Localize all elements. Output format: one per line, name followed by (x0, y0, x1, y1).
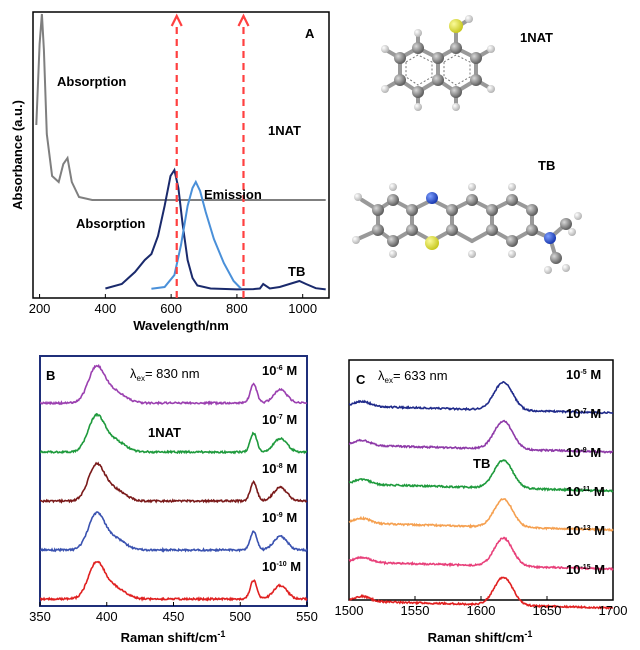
panel-c-series-3 (348, 459, 614, 493)
panel-c-excitation: λex= 633 nm (378, 368, 448, 385)
panel-c-series-2 (348, 419, 613, 455)
panel-b-series-5 (39, 560, 308, 602)
panel-a-0-tick-label: 200 (29, 301, 51, 316)
molecule-tb-label: TB (538, 158, 555, 173)
panel-b-analyte-label: 1NAT (148, 425, 181, 440)
panel-b-1-tick-label: 500 (229, 609, 251, 624)
panel-c-x-axis-label: Raman shift/cm-1 (428, 629, 533, 645)
panel-c-series-label: 10-7 M (566, 406, 601, 421)
panel-a-curves (35, 13, 326, 291)
panel-a-series-tb-emission (151, 179, 242, 290)
panel-a-0-tick-label: 1000 (288, 301, 317, 316)
panel-b-series-3 (40, 461, 308, 504)
panel-c-analyte-label: TB (473, 456, 490, 471)
panel-c-series-label: 10-5 M (566, 367, 601, 382)
panel-c-series-1 (348, 380, 614, 415)
panel-b-curves (39, 363, 308, 602)
panel-c: 1500 1550 1600 1650 1700 C λex= 633 nm TB 10… (335, 359, 628, 645)
panel-b-series-label: 10-8 M (262, 461, 297, 476)
panel-b-series-label: 10-9 M (262, 510, 297, 525)
panel-c-2-tick-label: 1600 (467, 603, 496, 618)
panel-a-x-ticks: 200 400 600 800 1000 (29, 294, 317, 316)
label-1nat-trace: 1NAT (268, 123, 301, 138)
panel-c-concentration-labels: 10-5 M 10-7 M 10-9 M 10-11 M 10-13 M 10-15 M (566, 367, 605, 577)
panel-c-series-label: 10-15 M (566, 562, 605, 577)
label-1nat-absorption: Absorption (57, 74, 126, 89)
panel-b-series-label: 10-6 M (262, 363, 297, 378)
panel-b-x-axis-label: Raman shift/cm-1 (121, 629, 226, 645)
label-tb-trace: TB (288, 264, 305, 279)
panel-a-y-axis-label: Absorbance (a.u.) (10, 100, 25, 210)
panel-b: 350 400 450 500 550 B λex= 830 nm 1NAT 10-6 … (29, 355, 318, 645)
panel-c-letter: C (356, 372, 366, 387)
panel-a-x-axis-label: Wavelength/nm (133, 318, 229, 333)
panel-c-series-5 (348, 536, 614, 572)
panel-c-2-tick-label: 1650 (533, 603, 562, 618)
panel-c-series-6 (348, 576, 614, 610)
label-tb-absorption: Absorption (76, 216, 145, 231)
panel-a-letter: A (305, 26, 315, 41)
molecule-1nat-label: 1NAT (520, 30, 553, 45)
panel-a-series-1nat (35, 13, 326, 201)
panel-a-markers (170, 13, 250, 298)
panel-b-x-ticks: 350 400 450 500 550 (29, 602, 318, 624)
label-tb-emission: Emission (204, 187, 262, 202)
panel-c-curves (348, 380, 614, 610)
panel-c-series-4 (348, 498, 614, 532)
panel-a-marker-arrow-2 (237, 13, 250, 27)
panel-b-1-tick-label: 550 (296, 609, 318, 624)
panel-a-frame (32, 11, 330, 299)
molecule-tb-model (352, 183, 582, 274)
panel-b-excitation: λex= 830 nm (130, 366, 200, 383)
panel-c-series-label: 10-11 M (566, 484, 605, 499)
panel-b-series-label: 10-7 M (262, 412, 297, 427)
panel-b-series-1 (40, 363, 308, 406)
panel-c-2-tick-label: 1700 (599, 603, 628, 618)
panel-c-2-tick-label: 1550 (401, 603, 430, 618)
panel-b-1-tick-label: 350 (29, 609, 51, 624)
panel-b-series-4 (39, 511, 308, 553)
panel-a-series-tb-absorption (105, 167, 326, 291)
panel-b-series-2 (39, 412, 308, 455)
panel-c-x-ticks: 1500 1550 1600 1650 1700 (335, 596, 628, 618)
panel-b-series-label: 10-10 M (262, 559, 301, 574)
panel-a: 200 400 600 800 1000 A Absorption 1NAT Absor… (10, 11, 330, 333)
panel-c-series-label: 10-9 M (566, 445, 601, 460)
panel-c-2-tick-label: 1500 (335, 603, 364, 618)
molecule-1nat-model (381, 15, 495, 111)
panel-b-letter: B (46, 368, 55, 383)
panel-b-1-tick-label: 450 (163, 609, 185, 624)
panel-b-1-tick-label: 400 (96, 609, 118, 624)
panel-a-0-tick-label: 400 (95, 301, 117, 316)
panel-c-series-label: 10-13 M (566, 523, 605, 538)
panel-b-concentration-labels: 10-6 M 10-7 M 10-8 M 10-9 M 10-10 M (262, 363, 301, 574)
panel-a-0-tick-label: 600 (160, 301, 182, 316)
panel-a-0-tick-label: 800 (226, 301, 248, 316)
panel-a-marker-arrow-1 (170, 13, 183, 27)
